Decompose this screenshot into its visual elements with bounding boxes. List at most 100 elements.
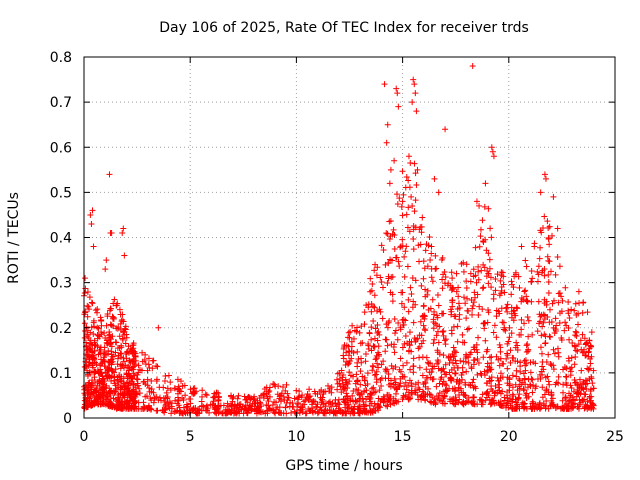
data-point (397, 355, 404, 362)
data-point (452, 357, 459, 364)
data-point (362, 351, 369, 358)
data-point (369, 367, 376, 374)
data-point (481, 319, 488, 326)
data-point (126, 358, 133, 365)
data-point (565, 355, 572, 362)
data-point (236, 401, 243, 408)
data-point (389, 230, 396, 237)
data-point (98, 318, 105, 325)
data-point (579, 309, 586, 316)
data-point (499, 388, 506, 395)
data-point (376, 331, 383, 338)
data-point (354, 324, 361, 331)
data-point (552, 326, 559, 333)
data-point (229, 398, 236, 405)
data-point (453, 270, 460, 277)
data-point (106, 390, 113, 397)
data-point (97, 392, 104, 399)
data-point (113, 302, 120, 309)
data-point (559, 397, 566, 404)
data-point (397, 244, 404, 251)
data-point (357, 368, 364, 375)
data-point (101, 363, 108, 370)
data-point (529, 275, 536, 282)
data-point (528, 268, 535, 275)
data-point (522, 362, 529, 369)
data-point (487, 274, 494, 281)
data-point (590, 385, 597, 392)
data-point (456, 311, 463, 318)
data-point (470, 266, 477, 273)
data-point (550, 362, 557, 369)
data-point (296, 388, 303, 395)
data-point (415, 345, 422, 352)
data-point (249, 400, 256, 407)
data-point (587, 402, 594, 409)
data-point (167, 386, 174, 393)
data-point (448, 287, 455, 294)
data-point (513, 405, 520, 412)
data-point (340, 352, 347, 359)
data-point (349, 322, 356, 329)
data-point (403, 386, 410, 393)
data-point (516, 284, 523, 291)
data-point (431, 311, 438, 318)
data-point (414, 166, 421, 173)
data-point (234, 395, 241, 402)
data-point (193, 410, 200, 417)
data-point (299, 403, 306, 410)
data-point (131, 392, 138, 399)
data-point (550, 366, 557, 373)
data-point (418, 282, 425, 289)
data-point (546, 381, 553, 388)
data-point (558, 308, 565, 315)
y-tick-label: 0.4 (50, 231, 72, 247)
data-point (94, 332, 101, 339)
data-point (160, 395, 167, 402)
data-point (488, 284, 495, 291)
data-point (439, 276, 446, 283)
data-point (550, 193, 557, 200)
data-point (96, 376, 103, 383)
data-point (99, 390, 106, 397)
data-point (350, 410, 357, 417)
data-point (89, 300, 96, 307)
data-point (390, 365, 397, 372)
data-point (509, 391, 516, 398)
data-point (427, 398, 434, 405)
data-point (494, 389, 501, 396)
data-point (130, 363, 137, 370)
data-point (572, 328, 579, 335)
data-point (342, 410, 349, 417)
data-point (522, 392, 529, 399)
data-point (529, 331, 536, 338)
data-point (354, 348, 361, 355)
data-point (519, 399, 526, 406)
data-point (528, 278, 535, 285)
y-tick-label: 0.2 (50, 321, 72, 337)
data-point (340, 345, 347, 352)
data-point (136, 385, 143, 392)
data-point (145, 355, 152, 362)
data-point (327, 401, 334, 408)
data-point (161, 398, 168, 405)
data-point (148, 397, 155, 404)
data-point (405, 382, 412, 389)
data-point (369, 280, 376, 287)
data-point (370, 303, 377, 310)
data-point (386, 180, 393, 187)
data-point (530, 382, 537, 389)
data-point (532, 401, 539, 408)
data-point (560, 389, 567, 396)
data-point (502, 327, 509, 334)
data-point (392, 379, 399, 386)
data-point (537, 371, 544, 378)
data-point (545, 235, 552, 242)
data-point (354, 363, 361, 370)
data-point (568, 385, 575, 392)
data-point (454, 376, 461, 383)
data-point (391, 157, 398, 164)
data-point (174, 376, 181, 383)
data-point (506, 334, 513, 341)
data-point (431, 336, 438, 343)
